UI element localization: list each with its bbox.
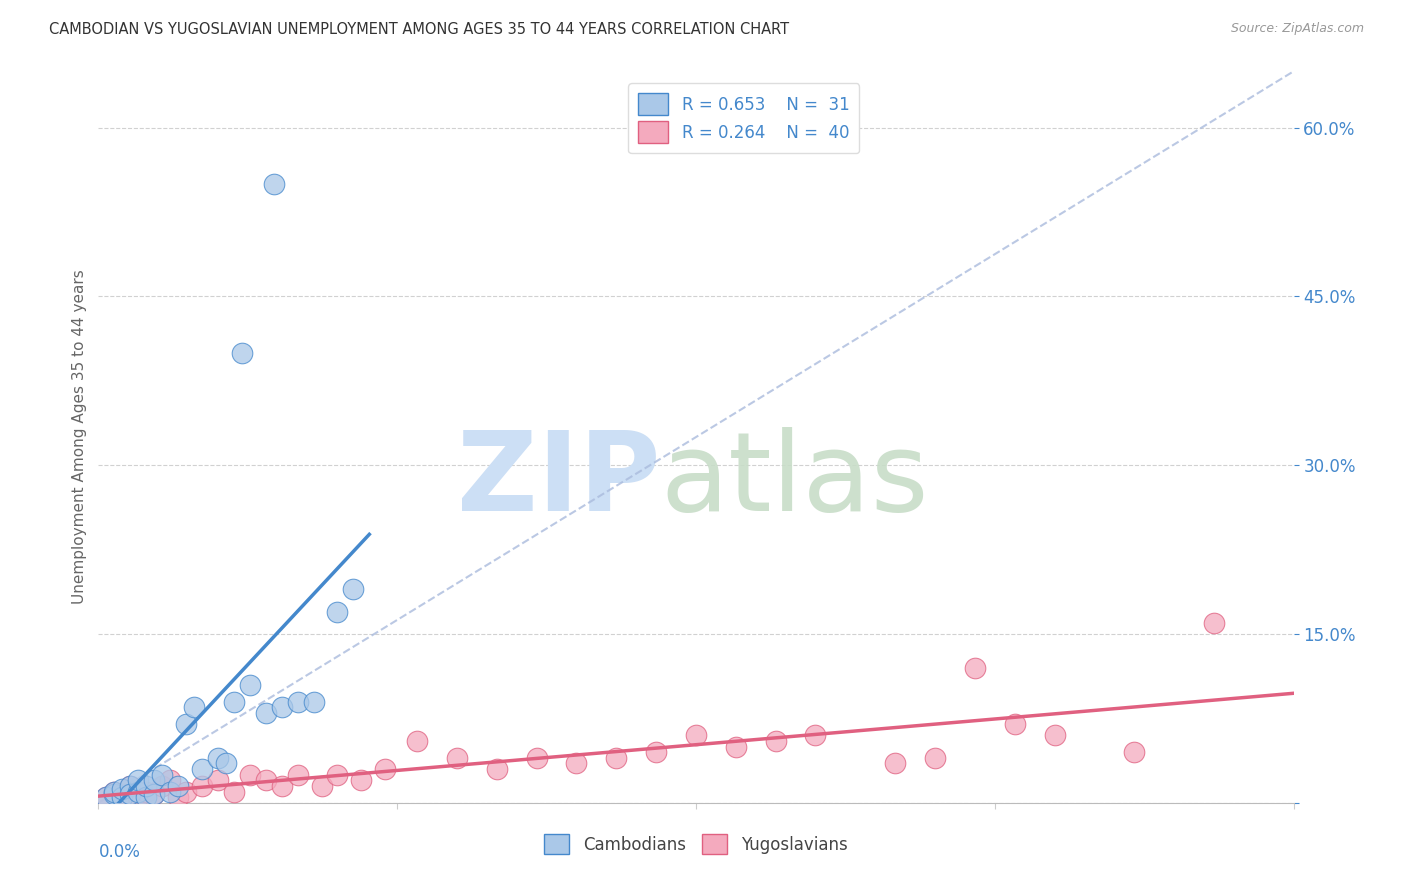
Point bbox=[167, 790, 190, 805]
Point bbox=[191, 779, 214, 793]
Point bbox=[685, 728, 707, 742]
Point bbox=[120, 787, 142, 801]
Point bbox=[207, 751, 229, 765]
Point bbox=[804, 728, 827, 742]
Text: 0.0%: 0.0% bbox=[98, 843, 141, 861]
Point bbox=[605, 751, 627, 765]
Text: ZIP: ZIP bbox=[457, 427, 661, 534]
Point bbox=[143, 787, 166, 801]
Point bbox=[239, 678, 262, 692]
Point bbox=[1123, 745, 1146, 759]
Point bbox=[326, 605, 349, 619]
Point bbox=[135, 790, 157, 805]
Point bbox=[565, 756, 588, 771]
Point bbox=[263, 177, 285, 191]
Point bbox=[254, 773, 277, 788]
Text: atlas: atlas bbox=[661, 427, 928, 534]
Point bbox=[127, 784, 149, 798]
Point bbox=[135, 779, 157, 793]
Point bbox=[103, 787, 125, 801]
Point bbox=[111, 787, 134, 801]
Point bbox=[167, 779, 190, 793]
Point bbox=[183, 700, 205, 714]
Point bbox=[254, 706, 277, 720]
Point bbox=[96, 790, 118, 805]
Point bbox=[222, 694, 245, 708]
Point bbox=[374, 762, 396, 776]
Point bbox=[191, 762, 214, 776]
Text: Source: ZipAtlas.com: Source: ZipAtlas.com bbox=[1230, 22, 1364, 36]
Point bbox=[120, 779, 142, 793]
Point bbox=[924, 751, 946, 765]
Point bbox=[884, 756, 907, 771]
Point bbox=[215, 756, 238, 771]
Legend: Cambodians, Yugoslavians: Cambodians, Yugoslavians bbox=[537, 828, 855, 860]
Point bbox=[406, 734, 429, 748]
Point bbox=[143, 787, 166, 801]
Point bbox=[1043, 728, 1066, 742]
Point bbox=[287, 694, 309, 708]
Point bbox=[103, 784, 125, 798]
Point bbox=[207, 773, 229, 788]
Point bbox=[127, 790, 149, 805]
Point bbox=[302, 694, 325, 708]
Point bbox=[724, 739, 747, 754]
Text: CAMBODIAN VS YUGOSLAVIAN UNEMPLOYMENT AMONG AGES 35 TO 44 YEARS CORRELATION CHAR: CAMBODIAN VS YUGOSLAVIAN UNEMPLOYMENT AM… bbox=[49, 22, 789, 37]
Point bbox=[111, 790, 134, 805]
Point bbox=[174, 784, 197, 798]
Point bbox=[270, 700, 292, 714]
Point bbox=[963, 661, 986, 675]
Point bbox=[326, 767, 349, 781]
Point bbox=[231, 345, 253, 359]
Point bbox=[350, 773, 373, 788]
Point bbox=[159, 784, 181, 798]
Point bbox=[120, 779, 142, 793]
Point bbox=[96, 790, 118, 805]
Point bbox=[311, 779, 333, 793]
Y-axis label: Unemployment Among Ages 35 to 44 years: Unemployment Among Ages 35 to 44 years bbox=[72, 269, 87, 605]
Point bbox=[270, 779, 292, 793]
Point bbox=[1202, 615, 1225, 630]
Point bbox=[127, 773, 149, 788]
Point bbox=[143, 773, 166, 788]
Point bbox=[159, 773, 181, 788]
Point bbox=[645, 745, 668, 759]
Point bbox=[485, 762, 508, 776]
Point bbox=[526, 751, 548, 765]
Point bbox=[287, 767, 309, 781]
Point bbox=[150, 767, 173, 781]
Point bbox=[342, 582, 364, 596]
Point bbox=[1004, 717, 1026, 731]
Point bbox=[765, 734, 787, 748]
Point bbox=[174, 717, 197, 731]
Point bbox=[150, 779, 173, 793]
Point bbox=[135, 784, 157, 798]
Point bbox=[111, 782, 134, 797]
Point bbox=[239, 767, 262, 781]
Point bbox=[222, 784, 245, 798]
Point bbox=[446, 751, 468, 765]
Point bbox=[103, 784, 125, 798]
